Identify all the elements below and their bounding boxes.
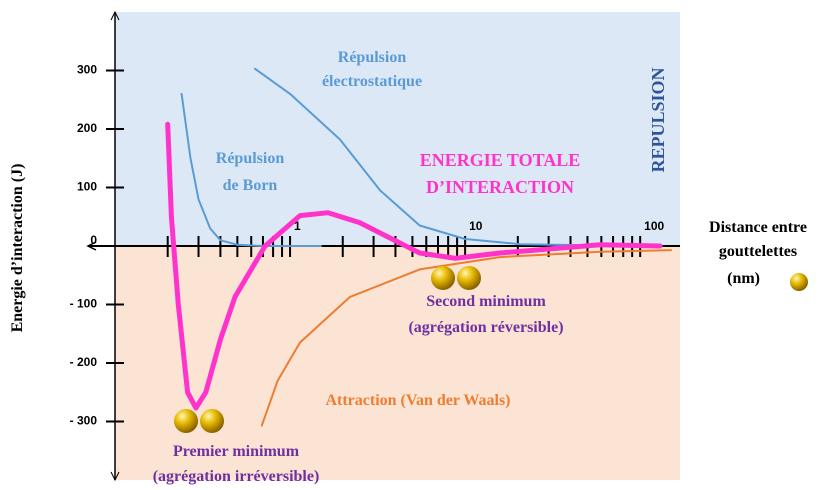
label: Second minimum: [426, 293, 546, 310]
y-tick-label: - 300: [70, 414, 98, 428]
label: Attraction (Van der Waals): [325, 392, 510, 409]
label: Premier minimum: [173, 443, 300, 460]
x-axis-label: gouttelettes: [719, 243, 797, 260]
y-tick-label: 0: [90, 233, 97, 247]
x-axis-label: (nm): [727, 270, 760, 287]
x-tick-label: 10: [469, 219, 483, 233]
label: (agrégation irréversible): [153, 468, 320, 485]
x-axis-label: Distance entre: [709, 219, 807, 236]
label: Répulsion: [216, 150, 285, 167]
label: ENERGIE TOTALE: [420, 150, 581, 170]
x-tick-label: 100: [644, 219, 664, 233]
positive-region: [115, 12, 680, 246]
chart: 3002001000- 100- 200- 300110100 Répulsio…: [0, 0, 832, 490]
y-tick-label: 200: [77, 121, 97, 135]
label: D’INTERACTION: [426, 177, 574, 197]
label: de Born: [223, 177, 278, 194]
y-tick-label: - 100: [70, 297, 98, 311]
label: électrostatique: [322, 73, 422, 90]
label: Répulsion: [338, 49, 407, 66]
y-tick-label: 300: [77, 63, 97, 77]
y-tick-label: - 200: [70, 355, 98, 369]
label: REPULSION: [648, 67, 668, 172]
y-tick-label: 100: [77, 180, 97, 194]
label: (agrégation réversible): [408, 319, 563, 336]
y-axis-label: Energie d’interaction (J): [9, 164, 26, 333]
